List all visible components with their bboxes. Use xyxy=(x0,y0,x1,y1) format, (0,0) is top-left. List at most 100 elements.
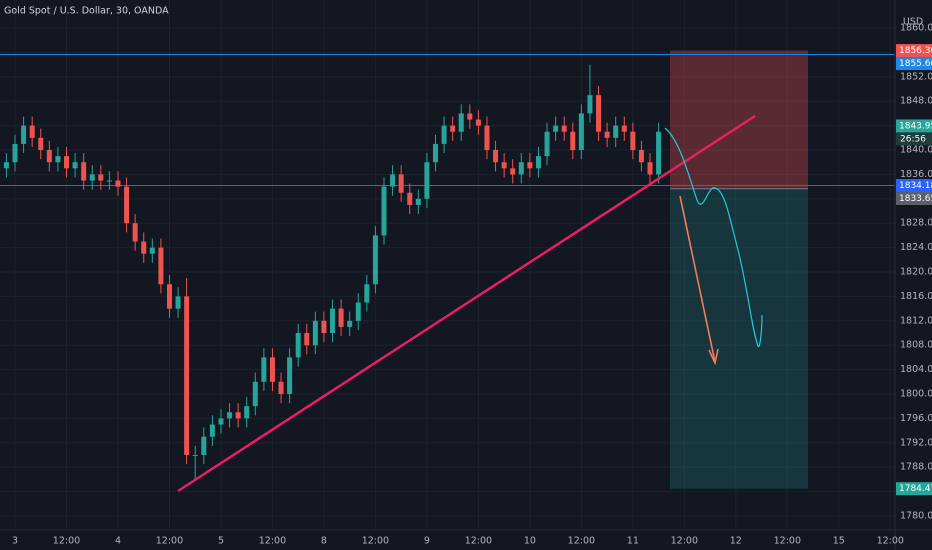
candle-body xyxy=(38,137,44,151)
candle-body xyxy=(132,223,138,242)
price-label: 1834.184 xyxy=(899,181,932,191)
candle-body xyxy=(312,320,318,346)
grid xyxy=(0,0,895,530)
candle-body xyxy=(647,162,653,175)
price-label-box xyxy=(896,119,932,133)
x-tick-label: 12:00 xyxy=(877,536,904,547)
x-tick-label: 8 xyxy=(321,536,327,547)
candle-body xyxy=(89,174,95,181)
candle-body xyxy=(21,125,27,144)
candle-body xyxy=(29,125,35,138)
x-tick-label: 12 xyxy=(730,536,742,547)
x-tick-label: 9 xyxy=(424,536,430,547)
y-tick-label: 1828.000 xyxy=(900,218,932,229)
candle-body xyxy=(192,454,198,456)
candle-body xyxy=(321,320,327,334)
candle-body xyxy=(613,125,619,138)
price-label: 1855.667 xyxy=(899,59,932,69)
candle-body xyxy=(372,235,378,285)
forecast-curve xyxy=(664,127,763,348)
candle-body xyxy=(630,131,636,151)
x-tick-label: 12:00 xyxy=(774,536,801,547)
y-tick-label: 1780.000 xyxy=(900,510,932,521)
candle-body xyxy=(330,308,336,334)
candle-body xyxy=(166,284,172,309)
drawings xyxy=(177,114,763,493)
x-tick-label: 3 xyxy=(12,536,18,547)
candle-body xyxy=(227,412,233,419)
price-label-box xyxy=(896,192,932,206)
candle-body xyxy=(441,125,447,144)
y-tick-label: 1840.000 xyxy=(900,145,932,156)
x-tick-label: 11 xyxy=(627,536,639,547)
x-tick-label: 12:00 xyxy=(156,536,183,547)
levels xyxy=(0,53,895,187)
candle-body xyxy=(244,406,250,419)
candle-body xyxy=(553,125,559,132)
candle-body xyxy=(295,333,301,358)
candle-body xyxy=(287,357,293,394)
price-label: 1833.659 xyxy=(899,194,932,204)
candle-body xyxy=(3,162,9,169)
countdown-box xyxy=(896,132,932,146)
candle-body xyxy=(106,180,112,182)
y-tick-label: 1816.000 xyxy=(900,291,932,302)
price-label-box xyxy=(896,179,932,193)
time-axis xyxy=(0,530,932,550)
y-tick-label: 1792.000 xyxy=(900,437,932,448)
y-tick-label: 1852.000 xyxy=(900,71,932,82)
candle-body xyxy=(269,357,275,382)
price-axis xyxy=(895,0,932,550)
candle-body xyxy=(261,357,267,382)
candle-body xyxy=(46,150,52,163)
candle-body xyxy=(501,162,507,169)
candle-body xyxy=(124,186,130,224)
price-label: 1856.309 xyxy=(899,46,932,56)
risk-zone xyxy=(670,50,808,189)
candle-body xyxy=(484,125,490,151)
price-label-box xyxy=(896,57,932,71)
candle-body xyxy=(347,320,353,327)
countdown: 26:56 xyxy=(900,134,926,144)
candle-body xyxy=(604,131,610,138)
candle-body xyxy=(149,247,155,254)
y-tick-label: 1788.000 xyxy=(900,462,932,473)
candle-body xyxy=(209,424,215,437)
x-tick-label: 12:00 xyxy=(362,536,389,547)
candle-body xyxy=(561,125,567,132)
x-tick-label: 12:00 xyxy=(568,536,595,547)
price-label: 1784.472 xyxy=(899,484,932,494)
candle-body xyxy=(518,162,524,175)
y-tick-label: 1804.000 xyxy=(900,364,932,375)
y-tick-label: 1836.000 xyxy=(900,169,932,180)
trend-line xyxy=(177,114,756,493)
candle-body xyxy=(381,186,387,236)
candle-body xyxy=(570,131,576,151)
candle-body xyxy=(587,95,593,114)
x-tick-label: 5 xyxy=(218,536,224,547)
candle-body xyxy=(656,131,662,175)
candle-body xyxy=(527,162,533,169)
arrow-line xyxy=(679,195,716,363)
y-tick-label: 1800.000 xyxy=(900,388,932,399)
y-tick-label: 1812.000 xyxy=(900,315,932,326)
axes: 1780.0001784.0001788.0001792.0001796.000… xyxy=(12,23,932,547)
position-tool xyxy=(670,50,808,489)
x-tick-label: 15 xyxy=(833,536,845,547)
candle-body xyxy=(55,156,61,163)
reward-zone xyxy=(670,188,808,489)
candle-body xyxy=(621,125,627,132)
candle-body xyxy=(98,174,104,181)
x-tick-label: 12:00 xyxy=(671,536,698,547)
candle-body xyxy=(115,180,121,187)
y-tick-label: 1796.000 xyxy=(900,413,932,424)
price-label-box xyxy=(896,482,932,496)
candle-body xyxy=(278,381,284,394)
candle-body xyxy=(12,143,18,163)
candle-body xyxy=(390,174,396,187)
candle-body xyxy=(467,113,473,120)
y-tick-label: 1848.000 xyxy=(900,96,932,107)
